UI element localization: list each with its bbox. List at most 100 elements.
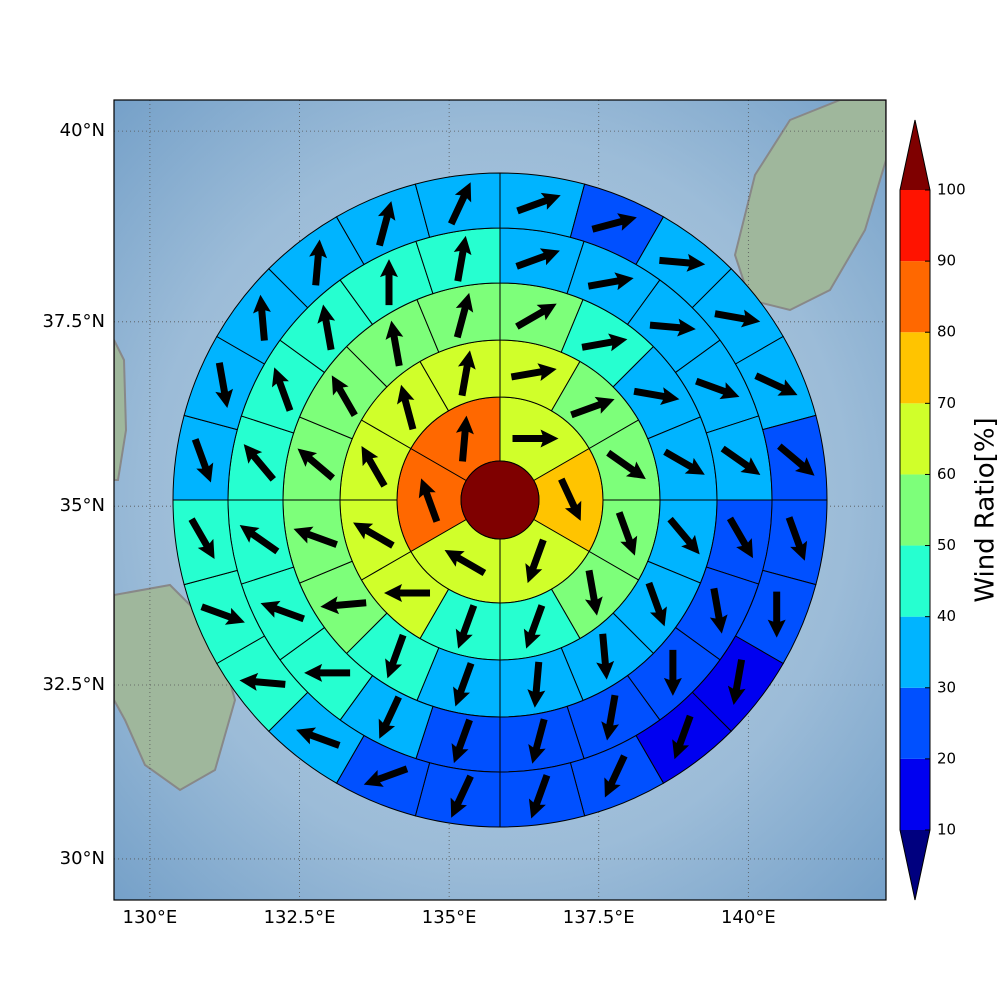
wind-arrow <box>633 387 680 406</box>
wind-arrow <box>293 526 338 548</box>
wind-arrow <box>527 661 546 708</box>
wind-arrow <box>448 182 472 226</box>
x-tick-label: 135°E <box>422 907 477 928</box>
wind-arrow <box>720 445 761 475</box>
colorbar-bin <box>900 687 930 759</box>
wind-arrow <box>727 659 746 705</box>
wind-arrow <box>606 449 646 480</box>
wind-arrow <box>581 333 628 352</box>
wind-arrow <box>714 309 761 328</box>
colorbar-bin <box>900 190 930 262</box>
x-tick-label: 132.5°E <box>264 907 336 928</box>
y-tick-label: 40°N <box>60 120 105 141</box>
wind-arrow <box>304 663 351 682</box>
wind-arrow <box>376 201 396 247</box>
wind-arrow <box>457 350 476 397</box>
wind-arrow <box>596 633 615 680</box>
wind-arrow <box>331 375 358 417</box>
colorbar-under <box>900 830 930 900</box>
wind-arrow <box>516 192 561 215</box>
map-frame <box>113 99 887 901</box>
wind-arrow <box>528 774 551 819</box>
rings <box>172 172 828 828</box>
y-tick-label: 37.5°N <box>42 311 105 332</box>
x-tick-label: 137.5°E <box>563 907 635 928</box>
colorbar-tick-label: 60 <box>937 465 956 483</box>
wind-arrow <box>726 516 753 559</box>
wind-arrow <box>200 603 245 625</box>
wind-arrow <box>659 253 706 272</box>
wind-arrow <box>515 303 557 330</box>
wind-arrow <box>453 235 472 282</box>
colorbar-bin <box>900 403 930 475</box>
colorbar-over <box>900 120 930 190</box>
colorbar-bin <box>900 474 930 546</box>
wind-arrow <box>649 318 696 337</box>
y-tick-label: 35°N <box>60 495 105 516</box>
wind-arrow <box>317 304 336 351</box>
wind-arrow <box>515 248 560 270</box>
wind-arrow <box>615 511 638 556</box>
wind-arrow <box>601 694 619 741</box>
wind-arrow <box>450 774 474 818</box>
wind-arrow <box>604 754 628 798</box>
wind-arrow <box>239 525 280 555</box>
wind-arrow <box>384 583 431 602</box>
wind-arrow <box>363 765 409 787</box>
colorbar: 10 20 30 40 50 60 70 80 90 100 <box>899 119 966 901</box>
wind-arrow <box>709 587 728 634</box>
colorbar-tick-label: 30 <box>937 678 956 696</box>
wind-arrow <box>528 718 548 764</box>
colorbar-tick-label: 20 <box>937 749 956 767</box>
wind-arrow <box>512 429 559 448</box>
wind-arrow <box>570 396 615 419</box>
wind-arrow <box>239 672 286 691</box>
colorbar-bin <box>900 616 930 688</box>
colorbar-bin <box>900 261 930 333</box>
colorbar-tick-label: 90 <box>937 252 956 270</box>
wind-arrow <box>361 446 388 488</box>
y-tick-label: 30°N <box>60 848 105 869</box>
wind-arrow <box>754 372 798 396</box>
wind-arrow <box>444 549 487 577</box>
wind-arrow <box>191 438 214 483</box>
wind-arrow <box>587 272 634 291</box>
wind-arrow <box>453 662 475 707</box>
wind-arrow <box>397 384 417 431</box>
wind-arrow <box>418 478 441 523</box>
wind-arrow <box>385 320 404 367</box>
wind-arrow <box>260 600 305 623</box>
wind-arrow <box>297 448 335 481</box>
colorbar-tick-label: 50 <box>937 536 956 554</box>
wind-arrow <box>188 517 215 560</box>
colorbar-bin <box>900 332 930 404</box>
wind-arrow <box>584 569 603 616</box>
wind-arrow <box>667 516 700 555</box>
center-cell <box>460 460 540 540</box>
wind-arrow <box>672 714 694 760</box>
x-tick-label: 140°E <box>721 907 776 928</box>
colorbar-tick-label: 40 <box>937 607 956 625</box>
wind-arrow <box>296 727 341 749</box>
wind-arrow <box>523 604 546 649</box>
land <box>114 339 128 481</box>
colorbar-tick-label: 100 <box>937 181 966 199</box>
wind-arrow <box>525 538 547 584</box>
wind-arrow <box>591 213 637 233</box>
wind-arrow <box>767 591 786 638</box>
colorbar-bin <box>900 545 930 617</box>
wind-arrow <box>271 367 294 412</box>
wind-arrow <box>451 718 473 764</box>
wind-arrow <box>777 443 815 476</box>
wind-arrow <box>320 596 367 615</box>
arrows <box>188 182 815 819</box>
wind-arrow <box>309 239 328 286</box>
wind-arrow <box>252 294 271 341</box>
wind-arrow <box>455 604 478 649</box>
sector <box>414 762 501 828</box>
colorbar-bin <box>900 758 930 830</box>
x-tick-label: 130°E <box>123 907 178 928</box>
wind-arrow <box>558 477 582 521</box>
ticks: 130°E 132.5°E 135°E 137.5°E 140°E 30°N 32.5°N 3… <box>42 120 775 928</box>
